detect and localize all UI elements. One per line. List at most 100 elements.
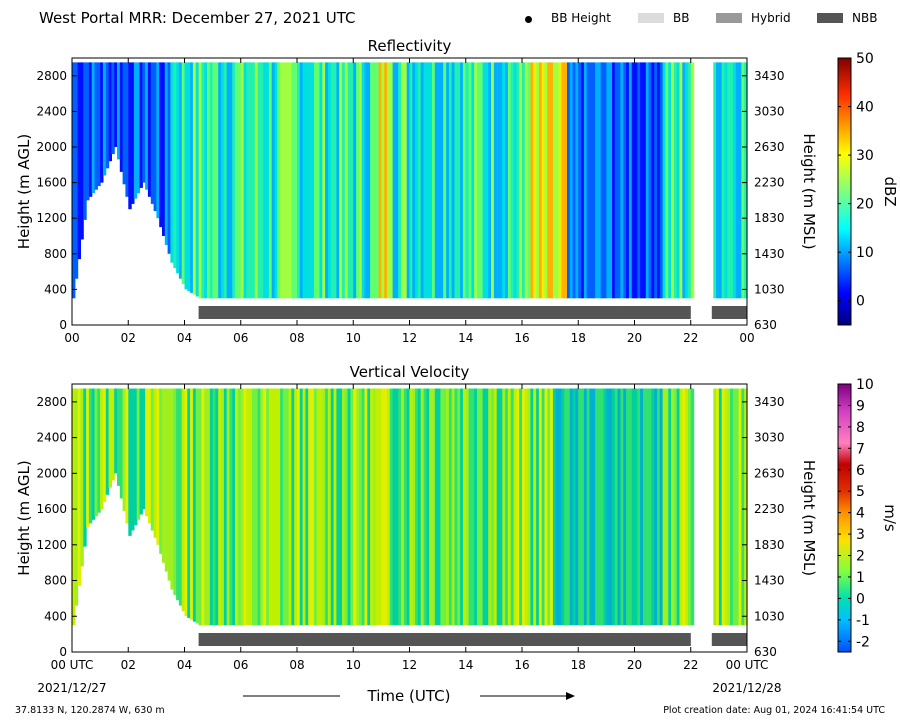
heatmap-column: [718, 388, 723, 626]
heatmap-column: [229, 388, 233, 626]
heatmap-column: [125, 62, 129, 197]
heatmap-column: [446, 388, 450, 626]
heatmap-column: [108, 388, 112, 488]
heatmap-column: [679, 62, 683, 299]
heatmap-column: [260, 388, 264, 626]
heatmap-column: [471, 388, 475, 626]
heatmap-column: [432, 62, 436, 299]
colorbar-label: dBZ: [881, 176, 899, 206]
heatmap-column: [119, 388, 124, 499]
heatmap-column: [167, 62, 171, 254]
heatmap-column: [429, 62, 433, 299]
heatmap-column: [648, 388, 652, 626]
heatmap-column: [676, 388, 681, 626]
heatmap-column: [361, 388, 366, 626]
heatmap-column: [657, 388, 661, 626]
heatmap-column: [94, 62, 98, 190]
heatmap-column: [156, 62, 160, 219]
heatmap-column: [496, 388, 501, 626]
heatmap-column: [308, 62, 312, 299]
y2-tick-label: 630: [754, 645, 777, 659]
heatmap-column: [102, 62, 107, 176]
heatmap-column: [190, 388, 194, 620]
heatmap-column: [690, 388, 695, 626]
heatmap-column: [91, 388, 96, 520]
heatmap-column: [552, 62, 557, 299]
heatmap-column: [336, 388, 340, 626]
heatmap-column: [499, 388, 503, 626]
heatmap-column: [595, 62, 599, 299]
heatmap-column: [308, 388, 312, 626]
heatmap-column: [339, 388, 343, 626]
heatmap-column: [448, 388, 453, 626]
heatmap-column: [184, 388, 188, 617]
heatmap-column: [730, 388, 734, 626]
heatmap-column: [659, 62, 664, 299]
heatmap-column: [178, 62, 183, 279]
heatmap-column: [640, 388, 644, 626]
heatmap-column: [544, 62, 548, 299]
heatmap-column: [311, 62, 315, 299]
heatmap-column: [642, 388, 647, 626]
y-tick-label: 1600: [36, 176, 67, 190]
heatmap-column: [131, 62, 135, 204]
y2-tick-label: 2230: [754, 176, 785, 190]
heatmap-column: [243, 388, 247, 626]
heatmap-column: [569, 388, 574, 626]
x-tick-label: 20: [627, 658, 642, 672]
x-tick-label: 12: [402, 658, 417, 672]
heatmap-column: [325, 388, 329, 626]
heatmap-column: [623, 388, 627, 626]
heatmap-column: [617, 62, 621, 299]
heatmap-column: [223, 62, 228, 299]
heatmap-column: [741, 62, 745, 299]
heatmap-column: [432, 388, 436, 626]
heatmap-column: [319, 62, 323, 299]
heatmap-column: [356, 388, 360, 626]
heatmap-column: [139, 388, 143, 515]
heatmap-column: [536, 62, 540, 299]
heatmap-column: [316, 62, 321, 299]
heatmap-column: [513, 62, 517, 299]
heatmap-column: [105, 62, 110, 169]
heatmap-column: [162, 388, 166, 563]
heatmap-column: [350, 62, 354, 299]
heatmap-column: [277, 62, 281, 299]
y-tick-label: 2800: [36, 69, 67, 83]
heatmap-column: [482, 62, 486, 299]
heatmap-column: [271, 62, 276, 299]
y2-tick-label: 1830: [754, 211, 785, 225]
heatmap-column: [263, 388, 267, 626]
colorbar-tick-label: 0: [856, 591, 865, 607]
heatmap-column: [77, 388, 81, 586]
colorbar-tick-label: -1: [856, 613, 870, 629]
heatmap-column: [454, 62, 458, 299]
y2-tick-label: 1030: [754, 609, 785, 623]
heatmap-column: [117, 62, 121, 160]
heatmap-column: [721, 62, 726, 299]
heatmap-column: [533, 62, 537, 299]
heatmap-column: [142, 62, 146, 183]
heatmap-column: [353, 388, 357, 626]
x-tick-label: 22: [683, 331, 698, 345]
heatmap-column: [164, 62, 169, 245]
heatmap-column: [97, 388, 101, 513]
y2-tick-label: 1430: [754, 574, 785, 588]
heatmap-column: [586, 62, 591, 299]
y2-tick-label: 3430: [754, 69, 785, 83]
heatmap-column: [111, 62, 115, 155]
heatmap-column: [128, 388, 132, 536]
heatmap-column: [86, 62, 90, 201]
heatmap-column: [297, 388, 301, 626]
heatmap-column: [631, 388, 636, 626]
heatmap-column: [662, 62, 666, 299]
heatmap-column: [417, 62, 422, 299]
heatmap-column: [567, 388, 571, 626]
y-tick-label: 1200: [36, 211, 67, 225]
x-tick-label: 14: [458, 658, 473, 672]
heatmap-column: [229, 62, 233, 299]
heatmap-column: [462, 62, 467, 299]
heatmap-column: [195, 62, 200, 297]
heatmap-column: [460, 62, 464, 299]
heatmap-column: [730, 62, 734, 299]
